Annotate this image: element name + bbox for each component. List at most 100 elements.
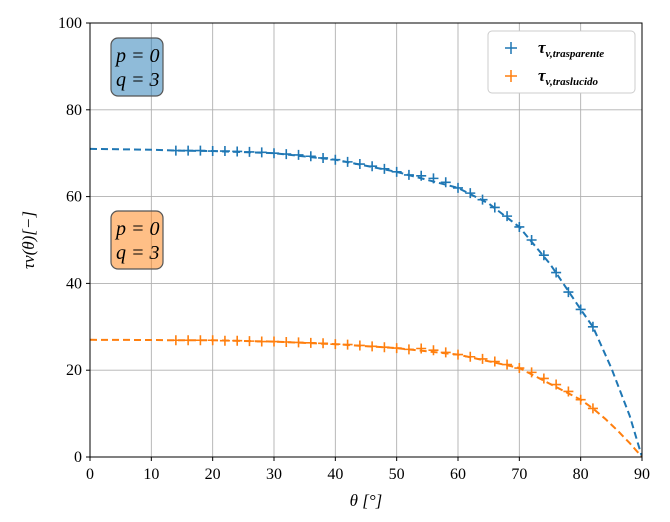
data-point — [269, 336, 279, 347]
y-tick-label: 20 — [66, 362, 82, 379]
data-point — [514, 221, 525, 232]
data-point — [232, 335, 243, 346]
data-point — [207, 335, 218, 346]
plot-frame — [89, 22, 643, 458]
data-point — [256, 147, 267, 158]
fit-curve-1 — [90, 338, 642, 457]
data-point — [489, 202, 500, 213]
data-point — [526, 235, 537, 245]
data-point — [502, 211, 513, 222]
data-point — [170, 335, 181, 346]
data-point — [293, 149, 304, 160]
data-point — [489, 356, 500, 367]
data-point — [305, 337, 316, 348]
data-point — [391, 343, 402, 354]
data-point — [219, 335, 230, 346]
data-point — [183, 145, 194, 156]
legend: τv,trasparente τv,traslucido — [487, 30, 636, 94]
legend-item-trasparente: τv,trasparente — [505, 38, 604, 60]
data-point — [587, 403, 598, 414]
data-point — [587, 321, 598, 332]
data-point — [354, 340, 365, 351]
data-point — [575, 394, 586, 405]
param-box-orange-line1: p = 0 — [114, 218, 160, 240]
legend-marker-trasparente — [505, 42, 517, 54]
data-point — [318, 152, 329, 163]
data-point — [207, 146, 218, 157]
x-tick-label: 70 — [511, 466, 527, 483]
data-point — [465, 188, 476, 199]
data-point — [367, 161, 378, 172]
data-point — [563, 386, 574, 397]
x-tick-label: 30 — [266, 466, 282, 483]
data-point — [330, 154, 341, 165]
x-tick-label: 0 — [86, 466, 94, 483]
data-point — [232, 146, 243, 157]
data-point — [305, 151, 316, 162]
data-point — [281, 149, 292, 160]
x-tick-label: 60 — [450, 466, 466, 483]
data-point — [551, 379, 562, 390]
legend-marker-traslucido — [505, 70, 517, 82]
param-box-blue-line2: q = 3 — [116, 69, 160, 91]
x-axis-label: θ [°] — [350, 491, 383, 510]
data-point — [183, 335, 194, 346]
data-point — [403, 169, 414, 180]
data-point — [465, 351, 476, 362]
data-point — [330, 339, 341, 350]
y-tick-label: 80 — [66, 102, 82, 119]
data-point — [575, 304, 586, 315]
data-point — [428, 345, 439, 356]
x-tick-label: 10 — [143, 466, 159, 483]
data-point — [403, 344, 414, 355]
data-point — [453, 182, 463, 193]
data-point — [440, 347, 451, 358]
data-point — [170, 145, 181, 156]
data-point — [342, 156, 353, 167]
y-tick-label: 0 — [74, 449, 82, 466]
data-point — [563, 287, 574, 298]
param-box-orange-line2: q = 3 — [116, 242, 160, 264]
data-point — [318, 338, 329, 349]
data-point — [538, 250, 549, 261]
y-axis-label: τv(θ)[−] — [19, 211, 38, 269]
y-tick-label: 40 — [66, 275, 82, 292]
data-point — [526, 367, 537, 378]
data-point — [354, 159, 365, 170]
axis-ticks: 0 10 20 30 40 50 60 70 80 90 0 20 40 60 80 100 — [58, 15, 650, 483]
legend-label-trasparente: τv,trasparente — [538, 38, 604, 60]
data-point — [428, 173, 439, 184]
param-box-orange: p = 0 q = 3 — [110, 210, 164, 270]
data-point — [514, 363, 525, 374]
legend-label-traslucido: τv,traslucido — [538, 66, 599, 88]
data-point — [477, 353, 488, 364]
data-point — [281, 336, 292, 347]
y-tick-label: 100 — [58, 15, 82, 32]
data-point — [416, 170, 427, 181]
data-point — [244, 146, 255, 157]
data-point — [379, 163, 390, 174]
data-point — [244, 336, 255, 347]
fit-curves — [90, 147, 642, 457]
data-point — [538, 373, 549, 384]
data-markers — [170, 145, 598, 414]
x-tick-label: 40 — [327, 466, 343, 483]
y-tick-label: 60 — [66, 189, 82, 206]
x-tick-label: 50 — [389, 466, 405, 483]
x-tick-label: 90 — [634, 466, 650, 483]
data-point — [502, 359, 513, 370]
param-box-blue-line1: p = 0 — [114, 45, 160, 67]
data-point — [195, 335, 206, 346]
data-point — [477, 194, 488, 205]
param-box-blue: p = 0 q = 3 — [110, 37, 164, 97]
series-0 — [170, 145, 598, 332]
x-tick-label: 80 — [573, 466, 589, 483]
data-point — [293, 337, 304, 348]
data-point — [440, 177, 451, 188]
data-point — [453, 349, 463, 360]
legend-item-traslucido: τv,traslucido — [505, 66, 599, 88]
fit-curve-0 — [90, 147, 642, 457]
data-point — [195, 145, 206, 156]
data-point — [342, 339, 353, 350]
data-point — [269, 148, 279, 159]
